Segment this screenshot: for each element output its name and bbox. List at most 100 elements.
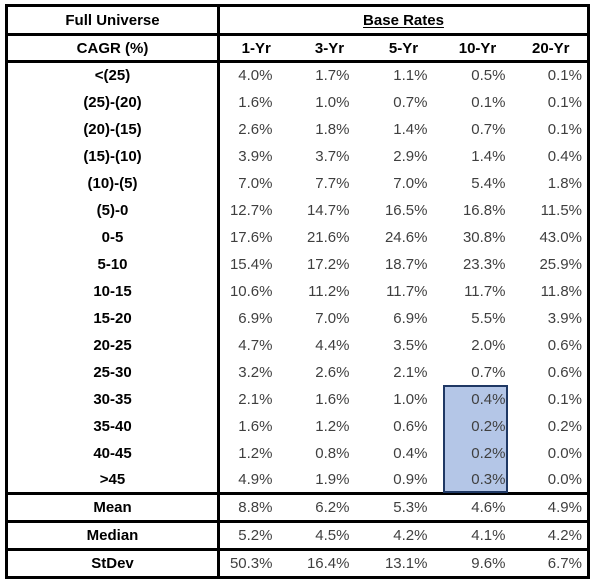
table-cell: 50.3% <box>229 555 273 572</box>
row-label: Median <box>6 521 220 551</box>
table-cell: 0.5% <box>471 67 506 85</box>
table-cell: 7.7% <box>315 174 350 192</box>
table-row: (20)-(15) 2.6% 1.8% 1.4% 0.7% 0.1% <box>6 115 589 143</box>
table-cell: 0.0% <box>514 466 589 495</box>
table-cell: 0.8% <box>315 444 350 462</box>
corner-title: Full Universe <box>6 5 220 36</box>
table-cell: 4.4% <box>315 336 350 354</box>
col-header-5yr: 5-Yr <box>366 34 441 63</box>
table-row: (5)-0 12.7% 14.7% 16.5% 16.8% 11.5% <box>6 196 589 224</box>
col-header-10yr: 10-Yr <box>440 34 515 63</box>
table-cell: 43.0% <box>539 228 582 246</box>
table-row: >45 4.9% 1.9% 0.9% 0.3% 0.0% <box>6 466 589 495</box>
row-label: 10-15 <box>6 277 220 305</box>
row-label: 0-5 <box>6 223 220 251</box>
table-row: 40-45 1.2% 0.8% 0.4% 0.2% 0.0% <box>6 439 589 467</box>
table-cell: 4.2% <box>366 521 441 551</box>
highlighted-cell: 0.2% <box>440 439 515 467</box>
table-cell: 3.2% <box>238 363 273 381</box>
table-cell: 6.2% <box>292 493 367 523</box>
table-cell: 9.6% <box>471 555 506 572</box>
table-row: 20-25 4.7% 4.4% 3.5% 2.0% 0.6% <box>6 331 589 359</box>
table-cell: 4.6% <box>440 493 515 523</box>
table-cell: 3.9% <box>238 147 273 165</box>
row-label: StDev <box>6 549 220 578</box>
table-cell: 1.0% <box>315 93 350 111</box>
table-cell: 12.7% <box>229 201 273 219</box>
table-cell: 6.9% <box>393 309 428 327</box>
row-label: <(25) <box>6 61 220 89</box>
table-cell: 21.6% <box>306 228 350 246</box>
table-cell: 2.1% <box>393 363 428 381</box>
table-cell: 8.8% <box>218 493 293 523</box>
table-cell: 11.7% <box>464 282 506 300</box>
row-label: (25)-(20) <box>6 88 220 116</box>
table-cell: 1.9% <box>292 466 367 495</box>
table-cell: 3.9% <box>547 309 582 327</box>
table-cell: 10.6% <box>229 282 273 300</box>
table-cell: 2.9% <box>393 147 428 165</box>
table-cell: 1.8% <box>315 120 350 138</box>
table-cell: 5.5% <box>471 309 506 327</box>
table-cell: 0.1% <box>471 93 506 111</box>
table-row: <(25) 4.0% 1.7% 1.1% 0.5% 0.1% <box>6 61 589 89</box>
table-cell: 2.0% <box>471 336 506 354</box>
table-cell: 4.0% <box>238 67 273 85</box>
table-cell: 0.6% <box>547 336 582 354</box>
table-cell: 0.1% <box>547 120 582 138</box>
table-cell: 6.7% <box>547 555 582 572</box>
table-cell: 11.5% <box>540 201 582 219</box>
table-row: (15)-(10) 3.9% 3.7% 2.9% 1.4% 0.4% <box>6 142 589 170</box>
table-cell: 1.1% <box>393 67 428 85</box>
table-row: 0-5 17.6% 21.6% 24.6% 30.8% 43.0% <box>6 223 589 251</box>
table-cell: 7.0% <box>315 309 350 327</box>
table-cell: 0.6% <box>547 363 582 381</box>
table-cell: 4.9% <box>514 493 589 523</box>
table-cell: 2.6% <box>315 363 350 381</box>
table-cell: 2.1% <box>238 390 273 408</box>
table-row: (25)-(20) 1.6% 1.0% 0.7% 0.1% 0.1% <box>6 88 589 116</box>
row-label: >45 <box>6 466 220 495</box>
table-cell: 7.0% <box>238 174 273 192</box>
row-label: Mean <box>6 493 220 523</box>
highlighted-cell: 0.2% <box>440 412 515 440</box>
row-label: (20)-(15) <box>6 115 220 143</box>
table-cell: 30.8% <box>462 228 506 246</box>
highlighted-cell: 0.4% <box>440 385 515 413</box>
table-cell: 4.1% <box>440 521 515 551</box>
table-cell: 0.0% <box>547 444 582 462</box>
table-cell: 25.9% <box>539 255 582 273</box>
base-rates-table: Full Universe Base Rates CAGR (%) 1-Yr 3… <box>5 4 590 579</box>
table-cell: 15.4% <box>229 255 273 273</box>
table-cell: 1.4% <box>471 147 506 165</box>
table-cell: 1.4% <box>393 120 428 138</box>
group-header: Base Rates <box>218 5 589 36</box>
table-cell: 4.9% <box>218 466 293 495</box>
table-cell: 1.6% <box>238 93 273 111</box>
table-cell: 4.5% <box>292 521 367 551</box>
row-axis-header: CAGR (%) <box>6 34 220 63</box>
table-cell: 11.8% <box>540 282 582 300</box>
stdev-row: StDev 50.3% 16.4% 13.1% 9.6% 6.7% <box>6 549 589 578</box>
row-label: (10)-(5) <box>6 169 220 197</box>
row-label: (5)-0 <box>6 196 220 224</box>
table-cell: 24.6% <box>384 228 428 246</box>
table-cell: 16.5% <box>384 201 428 219</box>
row-label: 25-30 <box>6 358 220 386</box>
table-row: 5-10 15.4% 17.2% 18.7% 23.3% 25.9% <box>6 250 589 278</box>
median-row: Median 5.2% 4.5% 4.2% 4.1% 4.2% <box>6 521 589 551</box>
highlighted-cell: 0.3% <box>440 466 515 495</box>
table-row: (10)-(5) 7.0% 7.7% 7.0% 5.4% 1.8% <box>6 169 589 197</box>
table-cell: 17.6% <box>229 228 273 246</box>
col-header-3yr: 3-Yr <box>292 34 367 63</box>
table-cell: 0.1% <box>547 67 582 85</box>
table-cell: 1.7% <box>315 67 350 85</box>
table-cell: 3.7% <box>315 147 350 165</box>
table-cell: 0.9% <box>366 466 441 495</box>
table-cell: 17.2% <box>306 255 350 273</box>
table-cell: 13.1% <box>384 555 428 572</box>
table-cell: 0.4% <box>547 147 582 165</box>
column-header-row: CAGR (%) 1-Yr 3-Yr 5-Yr 10-Yr 20-Yr <box>6 34 589 63</box>
row-label: 15-20 <box>6 304 220 332</box>
table-cell: 1.8% <box>547 174 582 192</box>
